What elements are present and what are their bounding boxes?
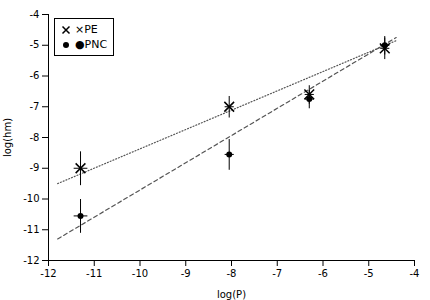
svg-text:-7: -7: [272, 268, 282, 279]
svg-text:-10: -10: [23, 193, 39, 204]
svg-text:-10: -10: [132, 268, 148, 279]
svg-text:-6: -6: [30, 70, 40, 81]
svg-text:-4: -4: [410, 268, 420, 279]
html-text:●PNC: ●PNC: [75, 38, 108, 51]
svg-text:-8: -8: [227, 268, 237, 279]
html-text:×PE: ×PE: [75, 23, 98, 36]
svg-text:-9: -9: [30, 162, 40, 173]
svg-text:-12: -12: [23, 255, 39, 266]
svg-text:-5: -5: [364, 268, 374, 279]
svg-text:-4: -4: [30, 9, 40, 20]
svg-text:-9: -9: [181, 268, 191, 279]
svg-text:-12: -12: [40, 268, 56, 279]
svg-text:-8: -8: [30, 132, 40, 143]
svg-text:-11: -11: [86, 268, 102, 279]
svg-text:-11: -11: [23, 224, 39, 235]
svg-text:-5: -5: [30, 39, 40, 50]
svg-text:-6: -6: [318, 268, 328, 279]
svg-text:log(hm): log(hm): [2, 118, 13, 157]
svg-text:log(P): log(P): [217, 289, 246, 300]
svg-text:-7: -7: [30, 101, 40, 112]
